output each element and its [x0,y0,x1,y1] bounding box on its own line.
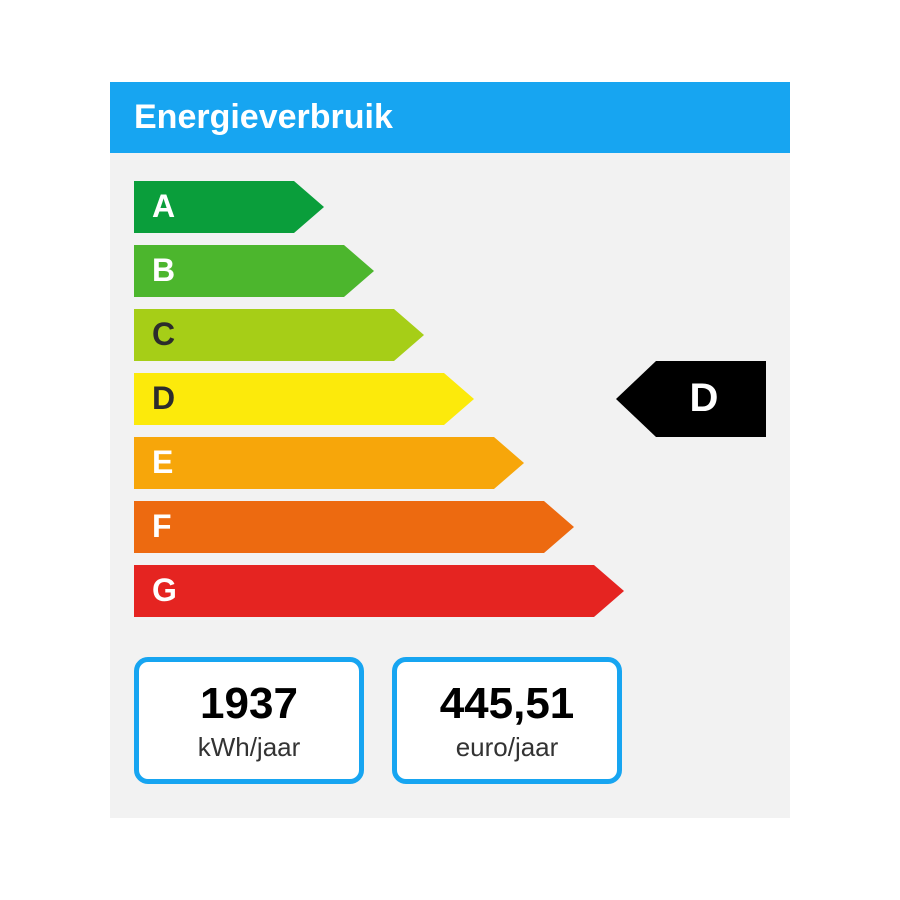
scale-arrow-head-icon [544,501,574,553]
energy-label-card: Energieverbruik ABCDEFG D 1937kWh/jaar44… [110,82,790,818]
scale-arrow-body: E [134,437,494,489]
rating-pointer: D [616,361,766,437]
scale-label: A [152,188,175,225]
metrics-row: 1937 kWh/jaar 445,51 euro/jaar [110,637,790,818]
metric-value: 445,51 [407,680,607,728]
header-bar: Energieverbruik [110,82,790,153]
scale-label: F [152,508,172,545]
scale-arrow: D [134,373,474,425]
scale-arrow: C [134,309,424,361]
scale-row: B [134,245,766,297]
metric-box: 1937 kWh/jaar [134,657,364,784]
rating-value: D [690,376,719,421]
scale-arrow-head-icon [594,565,624,617]
metric-box: 445,51 euro/jaar [392,657,622,784]
scale-row: E [134,437,766,489]
metric-unit: euro/jaar [407,732,607,763]
scale-arrow-head-icon [394,309,424,361]
scale-label: B [152,252,175,289]
scale-row: G [134,565,766,617]
scale-arrow-head-icon [494,437,524,489]
scale-arrow-body: G [134,565,594,617]
scale-arrow: E [134,437,524,489]
scale-arrow-body: D [134,373,444,425]
metric-value: 1937 [149,680,349,728]
scale-row: A [134,181,766,233]
scale-arrow-body: B [134,245,344,297]
scale-container: ABCDEFG D [110,153,790,637]
rating-arrow-head [616,361,656,437]
scale-arrow: F [134,501,574,553]
scale-label: C [152,316,175,353]
scale-label: D [152,380,175,417]
scale-row: F [134,501,766,553]
scale-arrow-head-icon [294,181,324,233]
scale-arrow-body: F [134,501,544,553]
header-title: Energieverbruik [134,98,393,136]
scale-row: C [134,309,766,361]
scale-arrow-head-icon [444,373,474,425]
scale-arrow: A [134,181,324,233]
rating-value-box: D [656,361,766,437]
scale-arrow-head-icon [344,245,374,297]
scale-label: G [152,572,177,609]
metric-unit: kWh/jaar [149,732,349,763]
scale-arrow: B [134,245,374,297]
scale-arrow: G [134,565,624,617]
scale-arrow-body: C [134,309,394,361]
scale-label: E [152,444,173,481]
scale-arrow-body: A [134,181,294,233]
